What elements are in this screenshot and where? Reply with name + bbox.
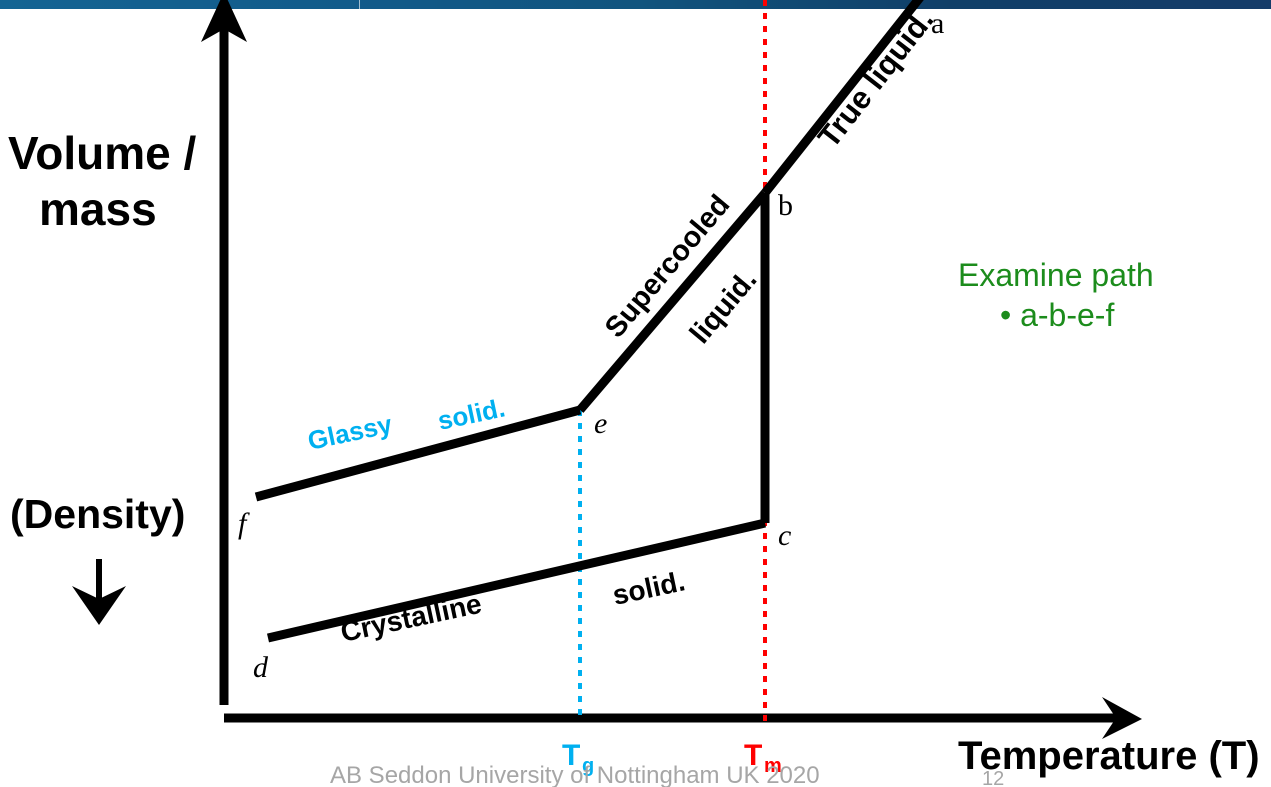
svg-text:• a-b-e-f: • a-b-e-f (1000, 297, 1114, 333)
svg-text:Crystalline: Crystalline (338, 588, 484, 648)
svg-text:c: c (778, 519, 791, 552)
svg-text:solid.: solid. (610, 565, 688, 611)
svg-text:e: e (594, 407, 607, 440)
svg-text:AB Seddon University of Notti: AB Seddon University of Nottingham UK 20… (330, 762, 820, 787)
svg-text:True liquid.: True liquid. (811, 2, 940, 154)
svg-text:Glassy: Glassy (305, 409, 395, 456)
svg-text:f: f (238, 507, 250, 540)
svg-text:b: b (778, 189, 793, 222)
svg-text:d: d (253, 651, 269, 684)
svg-text:mass: mass (39, 183, 157, 235)
svg-text:12: 12 (982, 768, 1004, 787)
svg-text:(Density): (Density) (10, 491, 185, 537)
svg-text:Examine path: Examine path (958, 257, 1154, 293)
svg-text:Volume /: Volume / (8, 127, 197, 179)
